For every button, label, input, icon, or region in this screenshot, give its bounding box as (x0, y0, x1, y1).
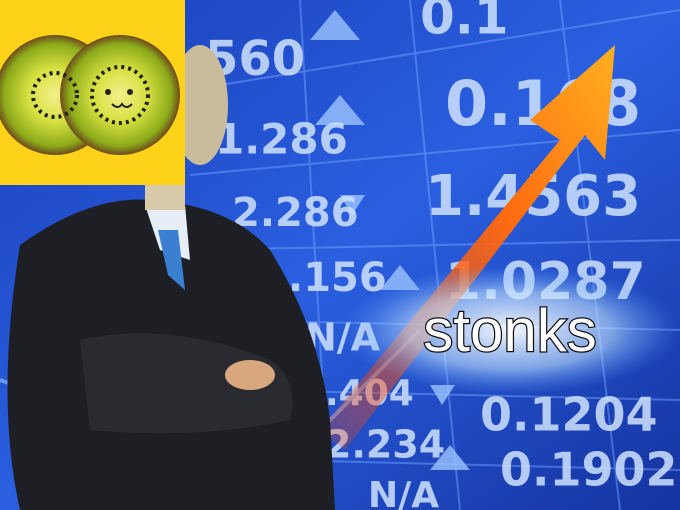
man (7, 45, 335, 510)
triangles (310, 10, 470, 470)
board-number: 2.286 (232, 190, 359, 236)
caption: stonks (423, 297, 596, 364)
kiwi-picture (0, 0, 185, 185)
board-number: 1.286 (215, 115, 348, 164)
board-number: 0.1204 (480, 388, 658, 442)
glow (340, 265, 680, 395)
board-number: 0.1 (420, 0, 509, 46)
board-number: 0.1902 (500, 443, 678, 497)
board-number: N/A (368, 475, 439, 510)
